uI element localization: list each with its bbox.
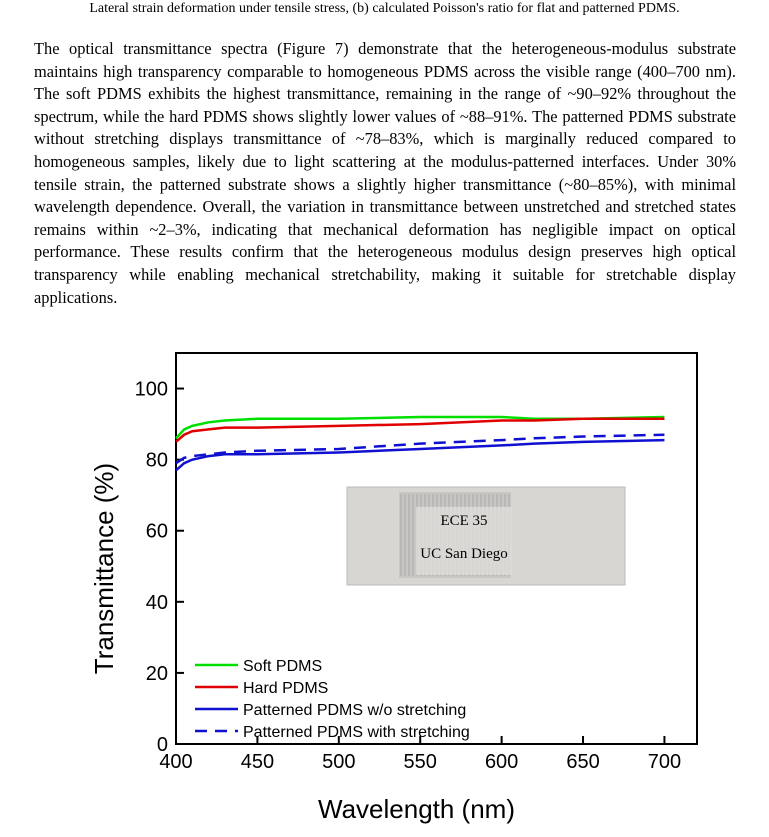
plot-frame [175,352,698,745]
x-tick-label: 500 [322,751,355,773]
x-tick-label: 700 [648,751,681,773]
y-tick-label: 100 [135,379,168,401]
y-tick-label: 80 [146,450,168,472]
x-axis-label: Wavelength (nm) [318,794,515,824]
y-tick-label: 20 [146,663,168,685]
inset-label: UC San Diego [420,546,508,562]
figure-caption: Lateral strain deformation under tensile… [89,1,680,16]
body-paragraph: The optical transmittance spectra (Figur… [34,39,736,307]
data-line [175,415,665,440]
y-tick-label: 60 [146,521,168,543]
y-axis-label: Transmittance (%) [89,463,119,674]
x-tick-label: 400 [159,751,192,773]
x-tick-label: 450 [241,751,274,773]
legend-label: Patterned PDMS w/o stretching [243,702,466,719]
inset-label: ECE 35 [440,513,487,529]
x-tick-label: 550 [404,751,437,773]
legend-label: Hard PDMS [243,680,328,697]
data-line [175,438,665,472]
inset-label-box [416,507,512,575]
legend-label: Soft PDMS [243,658,322,675]
y-tick-label: 0 [157,734,168,756]
x-tick-label: 650 [566,751,599,773]
legend-label: Patterned PDMS with stretching [243,724,470,741]
y-tick-label: 40 [146,592,168,614]
data-line [175,417,665,443]
data-line [175,433,665,465]
x-tick-label: 600 [485,751,518,773]
